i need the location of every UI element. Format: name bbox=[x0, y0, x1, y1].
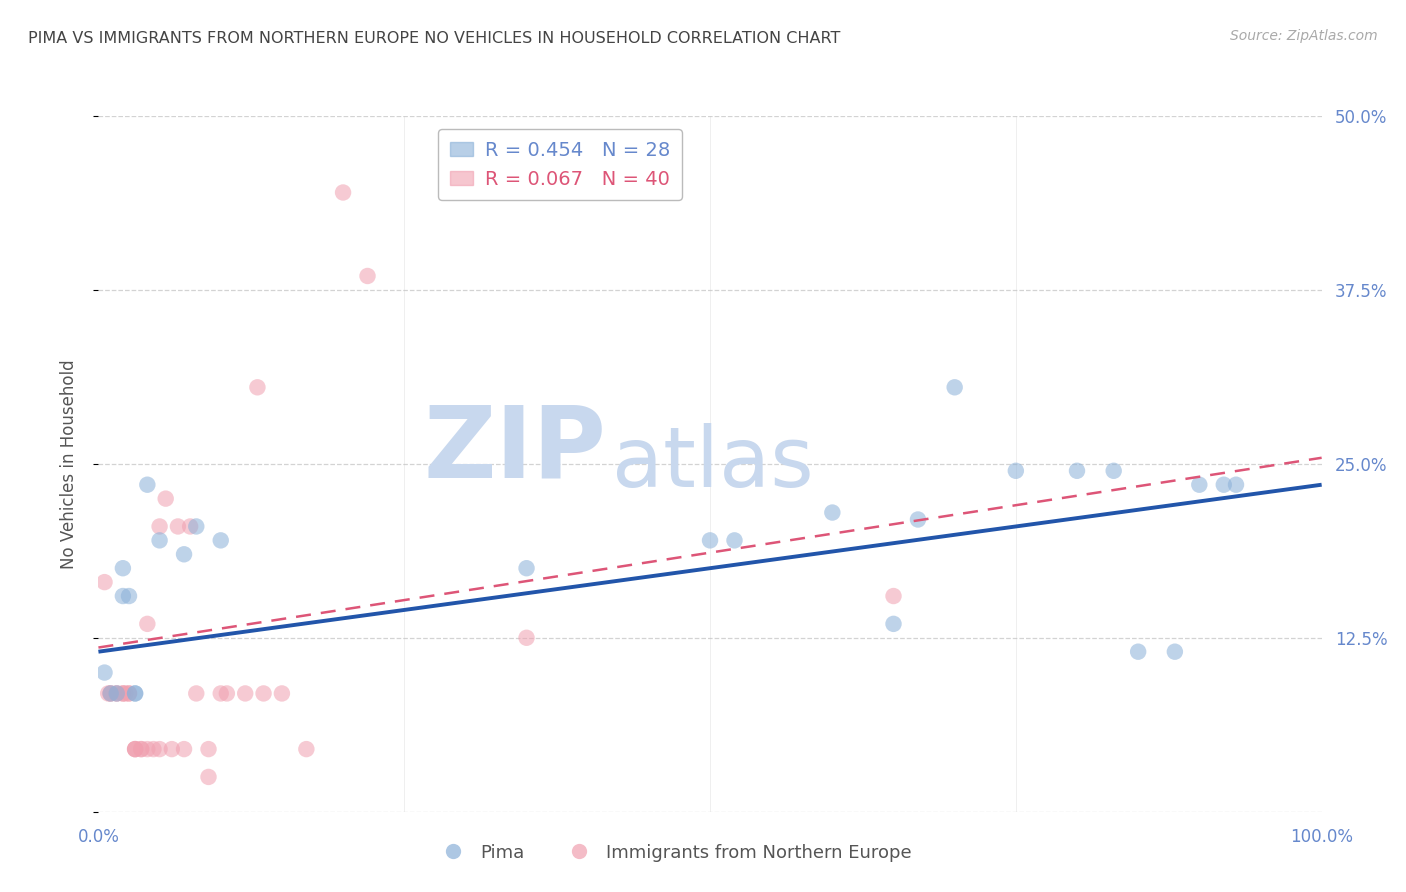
Text: ZIP: ZIP bbox=[423, 401, 606, 499]
Point bbox=[1004, 464, 1026, 478]
Point bbox=[209, 686, 232, 700]
Point bbox=[105, 686, 128, 700]
Point bbox=[111, 561, 134, 575]
Point bbox=[515, 631, 537, 645]
Point bbox=[100, 686, 122, 700]
Point bbox=[149, 742, 172, 756]
Point bbox=[93, 575, 115, 590]
Point bbox=[136, 742, 159, 756]
Point bbox=[149, 533, 172, 548]
Point bbox=[515, 561, 537, 575]
Point bbox=[907, 512, 929, 526]
Point bbox=[136, 477, 159, 491]
Point bbox=[270, 686, 294, 700]
Point bbox=[1128, 645, 1150, 659]
Point bbox=[215, 686, 238, 700]
Point bbox=[114, 686, 136, 700]
Point bbox=[233, 686, 256, 700]
Point bbox=[105, 686, 128, 700]
Point bbox=[155, 491, 177, 506]
Point bbox=[118, 686, 141, 700]
Point bbox=[124, 742, 146, 756]
Point bbox=[129, 742, 152, 756]
Point bbox=[1164, 645, 1187, 659]
Point bbox=[111, 686, 134, 700]
Point bbox=[943, 380, 966, 394]
Point bbox=[332, 186, 354, 200]
Point bbox=[723, 533, 745, 548]
Text: PIMA VS IMMIGRANTS FROM NORTHERN EUROPE NO VEHICLES IN HOUSEHOLD CORRELATION CHA: PIMA VS IMMIGRANTS FROM NORTHERN EUROPE … bbox=[28, 31, 841, 46]
Point bbox=[93, 665, 115, 680]
Point bbox=[160, 742, 183, 756]
Legend: Pima, Immigrants from Northern Europe: Pima, Immigrants from Northern Europe bbox=[427, 837, 918, 869]
Point bbox=[111, 686, 134, 700]
Point bbox=[1225, 477, 1247, 491]
Point bbox=[1102, 464, 1125, 478]
Point bbox=[356, 268, 378, 283]
Point bbox=[111, 589, 134, 603]
Point bbox=[173, 742, 195, 756]
Point bbox=[129, 742, 152, 756]
Point bbox=[105, 686, 128, 700]
Point bbox=[124, 742, 146, 756]
Point bbox=[209, 533, 232, 548]
Point bbox=[252, 686, 274, 700]
Point bbox=[118, 686, 141, 700]
Point bbox=[179, 519, 201, 533]
Point bbox=[186, 519, 208, 533]
Point bbox=[821, 506, 844, 520]
Point bbox=[197, 770, 219, 784]
Point bbox=[295, 742, 318, 756]
Point bbox=[883, 589, 905, 603]
Point bbox=[186, 686, 208, 700]
Y-axis label: No Vehicles in Household: No Vehicles in Household bbox=[59, 359, 77, 569]
Text: Source: ZipAtlas.com: Source: ZipAtlas.com bbox=[1230, 29, 1378, 43]
Point bbox=[167, 519, 190, 533]
Point bbox=[100, 686, 122, 700]
Point bbox=[124, 686, 146, 700]
Point bbox=[100, 686, 122, 700]
Point bbox=[118, 589, 141, 603]
Point bbox=[699, 533, 721, 548]
Point bbox=[246, 380, 269, 394]
Point bbox=[1212, 477, 1234, 491]
Point bbox=[1188, 477, 1211, 491]
Point bbox=[136, 616, 159, 631]
Point bbox=[97, 686, 120, 700]
Point bbox=[197, 742, 219, 756]
Point bbox=[142, 742, 165, 756]
Point bbox=[1066, 464, 1088, 478]
Text: atlas: atlas bbox=[612, 424, 814, 504]
Point bbox=[149, 519, 172, 533]
Point bbox=[883, 616, 905, 631]
Point bbox=[173, 547, 195, 561]
Point bbox=[124, 742, 146, 756]
Point bbox=[124, 686, 146, 700]
